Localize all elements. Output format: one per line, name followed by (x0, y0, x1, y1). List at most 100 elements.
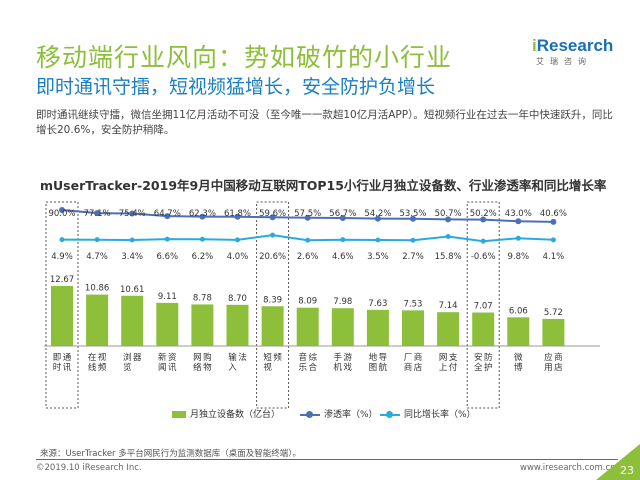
penetration-point-3 (164, 213, 171, 220)
penetration-label-12: 50.2% (470, 209, 497, 219)
penetration-point-11 (445, 216, 452, 223)
category-label-1-b: 视频 (98, 352, 107, 373)
page-number-text: 23 (620, 464, 634, 477)
penetration-label-6: 59.6% (259, 209, 286, 219)
bar-9 (366, 309, 389, 346)
chart-title: mUserTracker-2019年9月中国移动互联网TOP15小行业月独立设备… (40, 178, 607, 193)
growth-label-7: 2.6% (297, 252, 319, 262)
growth-point-12 (480, 238, 486, 244)
legend-growth-swatch (380, 410, 400, 418)
growth-label-6: 20.6% (259, 252, 286, 262)
logo-sub-text: 艾瑞咨询 (536, 57, 592, 66)
growth-label-8: 4.6% (332, 252, 354, 262)
growth-point-10 (410, 237, 416, 243)
logo-prefix: i (532, 36, 537, 55)
growth-label-9: 3.5% (367, 252, 389, 262)
penetration-point-5 (234, 213, 241, 220)
growth-point-11 (445, 233, 451, 239)
bar-1 (86, 294, 109, 346)
category-label-8-b: 游戏 (344, 352, 353, 373)
penetration-point-4 (199, 213, 206, 220)
bar-2 (121, 295, 144, 346)
bar-0 (51, 286, 73, 346)
bar-value-11: 7.14 (439, 301, 458, 311)
penetration-point-1 (94, 210, 101, 217)
legend-growth-label: 同比增长率（%） (404, 410, 476, 420)
category-label-13: 微博 (514, 352, 523, 373)
category-label-3-b: 资讯 (168, 352, 177, 373)
bar-value-10: 7.53 (404, 299, 423, 309)
penetration-point-2 (129, 210, 136, 217)
category-label-1: 在线 (88, 352, 97, 373)
bar-value-1: 10.86 (85, 284, 109, 294)
penetration-label-5: 61.8% (224, 209, 251, 219)
bar-value-7: 8.09 (298, 297, 317, 307)
penetration-label-0: 90.0% (48, 209, 75, 219)
page-subtitle: 即时通讯守擂，短视频猛增长，安全防护负增长 (36, 76, 436, 98)
iresearch-logo: iResearch 艾瑞咨询 (532, 36, 622, 67)
legend-penetration: 渗透率（%） (300, 407, 378, 420)
legend-bar-label: 月独立设备数（亿台） (190, 410, 281, 420)
growth-label-2: 3.4% (121, 252, 143, 262)
bar-value-3: 9.11 (158, 292, 177, 302)
category-label-2: 浏览 (123, 352, 132, 373)
category-label-0: 即时 (53, 353, 62, 373)
penetration-point-8 (339, 214, 346, 221)
legend-bar: 月独立设备数（亿台） (172, 407, 280, 420)
growth-point-13 (515, 235, 521, 241)
growth-point-3 (164, 236, 170, 242)
bar-value-13: 6.06 (509, 306, 528, 316)
bar-8 (331, 308, 354, 346)
category-label-6: 短视 (263, 352, 272, 373)
growth-label-3: 6.6% (156, 252, 178, 262)
legend-penetration-label: 渗透率（%） (324, 410, 378, 420)
highlight-box-6 (256, 201, 290, 409)
penetration-label-7: 57.5% (294, 209, 321, 219)
growth-point-9 (375, 237, 381, 243)
bar-5 (226, 304, 249, 346)
growth-point-1 (94, 237, 100, 243)
category-label-3: 新闻 (158, 352, 167, 373)
bar-11 (437, 312, 460, 346)
growth-label-11: 15.8% (435, 252, 462, 262)
growth-point-0 (59, 237, 65, 243)
page-title: 移动端行业风向：势如破竹的小行业 (36, 43, 453, 72)
source-note: 来源：UserTracker 多平台网民行为监测数据库（桌面及智能终端）。 (40, 449, 301, 459)
growth-label-1: 4.7% (86, 252, 108, 262)
penetration-point-9 (374, 215, 381, 222)
bar-6 (261, 306, 284, 346)
penetration-point-12 (480, 216, 487, 223)
category-label-0-b: 通讯 (63, 352, 72, 373)
penetration-point-13 (515, 218, 522, 225)
growth-label-5: 4.0% (227, 252, 249, 262)
copyright: ©2019.10 iResearch Inc. (36, 463, 142, 473)
category-label-10-b: 商店 (414, 352, 423, 373)
growth-point-4 (199, 236, 205, 242)
category-label-12: 安全 (474, 352, 483, 373)
growth-label-14: 4.1% (543, 252, 565, 262)
category-label-14-b: 商店 (554, 352, 563, 373)
page-corner-shape (596, 444, 640, 480)
bar-value-4: 8.78 (193, 293, 212, 303)
penetration-point-0 (59, 207, 65, 213)
category-label-4-b: 购物 (203, 352, 212, 373)
penetration-label-13: 43.0% (505, 209, 532, 219)
penetration-label-9: 54.2% (364, 209, 391, 219)
growth-point-6 (270, 232, 276, 238)
bar-14 (542, 318, 565, 346)
logo-main-text: Research (536, 36, 614, 55)
category-label-5: 输入 (228, 352, 237, 373)
bar-value-14: 5.72 (544, 308, 563, 318)
bar-value-8: 7.98 (333, 297, 352, 307)
page-number: 23 (612, 458, 640, 480)
page-description: 即时通讯继续守擂，微信坐拥11亿月活动不可没（至今唯一一款超10亿月活APP）。… (36, 109, 613, 136)
category-label-14: 应用 (544, 352, 553, 373)
bar-10 (402, 310, 424, 346)
category-label-7-b: 综合 (308, 352, 317, 373)
growth-label-13: 9.8% (507, 252, 529, 262)
category-label-2-b: 器 (133, 353, 142, 363)
website-link[interactable]: www.iresearch.com.cn (520, 463, 616, 473)
legend-penetration-swatch (300, 410, 320, 418)
category-label-6-b: 频 (273, 352, 282, 363)
growth-point-8 (340, 237, 346, 243)
